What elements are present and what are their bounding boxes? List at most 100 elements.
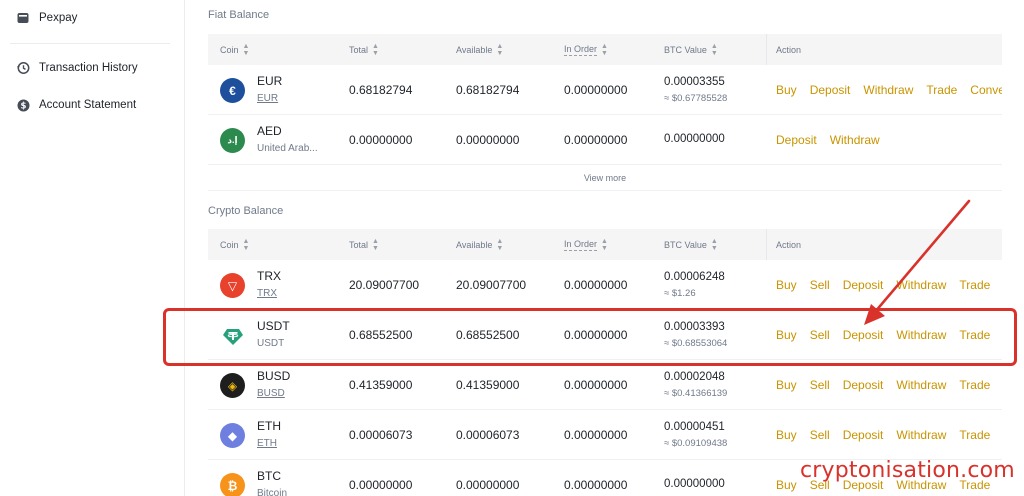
buy-link[interactable]: Buy xyxy=(776,278,797,292)
btc-value: 0.00002048 xyxy=(664,371,725,383)
header-action: Action xyxy=(776,45,802,55)
eur-coin-icon: € xyxy=(220,78,245,103)
usd-equivalent: ≈ $0.67785528 xyxy=(664,93,728,104)
sort-icon: ▲ ▼ xyxy=(496,43,504,57)
deposit-link[interactable]: Deposit xyxy=(842,378,884,392)
header-total[interactable]: Total ▲ ▼ xyxy=(349,238,379,252)
trade-link[interactable]: Trade xyxy=(959,428,991,442)
header-available[interactable]: Available ▲ ▼ xyxy=(456,43,504,57)
btc-value: 0.00006248 xyxy=(664,271,725,283)
coin-fullname: United Arab... xyxy=(257,143,318,154)
sort-icon: ▲ ▼ xyxy=(496,238,504,252)
deposit-link[interactable]: Deposit xyxy=(776,133,817,147)
deposit-link[interactable]: Deposit xyxy=(842,428,884,442)
coin-name: ETH xyxy=(257,419,281,433)
withdraw-link[interactable]: Withdraw xyxy=(829,133,880,147)
total-value: 0.00006073 xyxy=(349,428,413,442)
buy-link[interactable]: Buy xyxy=(776,478,797,492)
sell-link[interactable]: Sell xyxy=(809,328,830,342)
in-order-value: 0.00000000 xyxy=(564,428,628,442)
header-btc-value[interactable]: BTC Value ▲ ▼ xyxy=(664,43,718,57)
coin-fullname[interactable]: USDT xyxy=(257,338,285,349)
column-divider xyxy=(766,34,767,66)
sidebar-divider xyxy=(10,43,170,44)
column-divider xyxy=(766,229,767,261)
trade-link[interactable]: Trade xyxy=(959,278,991,292)
table-row: USDT USDT 0.68552500 0.68552500 0.00000000 0.… xyxy=(208,310,1002,360)
coin-name: EUR xyxy=(257,74,283,88)
coin-fullname[interactable]: BUSD xyxy=(257,388,285,399)
action-links: BuySellDepositWithdrawTradeEa xyxy=(776,410,1002,460)
sidebar-item-account-statement[interactable]: $ Account Statement xyxy=(16,98,136,112)
total-value: 0.00000000 xyxy=(349,478,413,492)
dollar-icon: $ xyxy=(16,98,30,112)
sidebar-item-transaction-history[interactable]: Transaction History xyxy=(16,61,138,75)
sell-link[interactable]: Sell xyxy=(809,478,830,492)
withdraw-link[interactable]: Withdraw xyxy=(896,478,947,492)
trade-link[interactable]: Trade xyxy=(959,328,991,342)
buy-link[interactable]: Buy xyxy=(776,378,797,392)
header-btc-value[interactable]: BTC Value ▲ ▼ xyxy=(664,238,718,252)
available-value: 0.00000000 xyxy=(456,133,520,147)
usd-equivalent: ≈ $0.09109438 xyxy=(664,438,728,449)
header-in-order[interactable]: In Order ▲ ▼ xyxy=(564,43,608,57)
header-total[interactable]: Total ▲ ▼ xyxy=(349,43,379,57)
action-links: BuySellDepositWithdrawTradeEa xyxy=(776,460,1002,496)
table-row: ◆ ETH ETH 0.00006073 0.00006073 0.00000000 0.0… xyxy=(208,410,1002,460)
withdraw-link[interactable]: Withdraw xyxy=(863,83,914,97)
buy-link[interactable]: Buy xyxy=(776,428,797,442)
btc-coin-icon: ₿ xyxy=(220,473,245,496)
table-row: ₿ BTC Bitcoin 0.00000000 0.00000000 0.0000000… xyxy=(208,460,1002,496)
buy-link[interactable]: Buy xyxy=(776,83,797,97)
sell-link[interactable]: Sell xyxy=(809,378,830,392)
coin-fullname[interactable]: EUR xyxy=(257,93,279,104)
header-coin[interactable]: Coin ▲ ▼ xyxy=(220,238,250,252)
total-value: 0.68182794 xyxy=(349,83,413,97)
header-coin[interactable]: Coin ▲ ▼ xyxy=(220,43,250,57)
coin-name: BTC xyxy=(257,469,281,483)
coin-fullname: Bitcoin xyxy=(257,488,288,496)
view-more-link[interactable]: View more xyxy=(208,165,1002,191)
deposit-link[interactable]: Deposit xyxy=(842,278,884,292)
deposit-link[interactable]: Deposit xyxy=(842,328,884,342)
crypto-balance-title: Crypto Balance xyxy=(208,205,284,217)
available-value: 0.41359000 xyxy=(456,378,520,392)
deposit-link[interactable]: Deposit xyxy=(809,83,851,97)
trade-link[interactable]: Trade xyxy=(926,83,958,97)
table-row: ◈ BUSD BUSD 0.41359000 0.41359000 0.00000000 0… xyxy=(208,360,1002,410)
sort-icon: ▲ ▼ xyxy=(372,238,379,252)
sidebar: Pexpay Transaction History $ Account Sta… xyxy=(0,0,185,496)
header-in-order[interactable]: In Order ▲ ▼ xyxy=(564,238,608,252)
table-row: إ.د AED United Arab... 0.00000000 0.00000000… xyxy=(208,115,1002,165)
in-order-value: 0.00000000 xyxy=(564,378,628,392)
in-order-value: 0.00000000 xyxy=(564,278,628,292)
in-order-value: 0.00000000 xyxy=(564,133,628,147)
coin-fullname[interactable]: ETH xyxy=(257,438,277,449)
withdraw-link[interactable]: Withdraw xyxy=(896,378,947,392)
coin-name: TRX xyxy=(257,269,281,283)
sell-link[interactable]: Sell xyxy=(809,428,830,442)
eth-coin-icon: ◆ xyxy=(220,423,245,448)
total-value: 0.00000000 xyxy=(349,133,413,147)
deposit-link[interactable]: Deposit xyxy=(842,478,884,492)
sort-icon: ▲ ▼ xyxy=(601,43,608,57)
history-icon xyxy=(16,61,30,75)
in-order-value: 0.00000000 xyxy=(564,478,628,492)
conve-link[interactable]: Conve xyxy=(970,83,1002,97)
header-available[interactable]: Available ▲ ▼ xyxy=(456,238,504,252)
sell-link[interactable]: Sell xyxy=(809,278,830,292)
sidebar-item-pexpay[interactable]: Pexpay xyxy=(16,11,77,25)
available-value: 0.00000000 xyxy=(456,478,520,492)
withdraw-link[interactable]: Withdraw xyxy=(896,278,947,292)
coin-fullname[interactable]: TRX xyxy=(257,288,277,299)
buy-link[interactable]: Buy xyxy=(776,328,797,342)
in-order-value: 0.00000000 xyxy=(564,328,628,342)
action-links: BuySellDepositWithdrawTradeEa xyxy=(776,260,1002,310)
sort-icon: ▲ ▼ xyxy=(372,43,379,57)
withdraw-link[interactable]: Withdraw xyxy=(896,328,947,342)
trade-link[interactable]: Trade xyxy=(959,478,991,492)
btc-value: 0.00003355 xyxy=(664,76,725,88)
withdraw-link[interactable]: Withdraw xyxy=(896,428,947,442)
table-row: € EUR EUR 0.68182794 0.68182794 0.00000000 0.0… xyxy=(208,65,1002,115)
trade-link[interactable]: Trade xyxy=(959,378,991,392)
